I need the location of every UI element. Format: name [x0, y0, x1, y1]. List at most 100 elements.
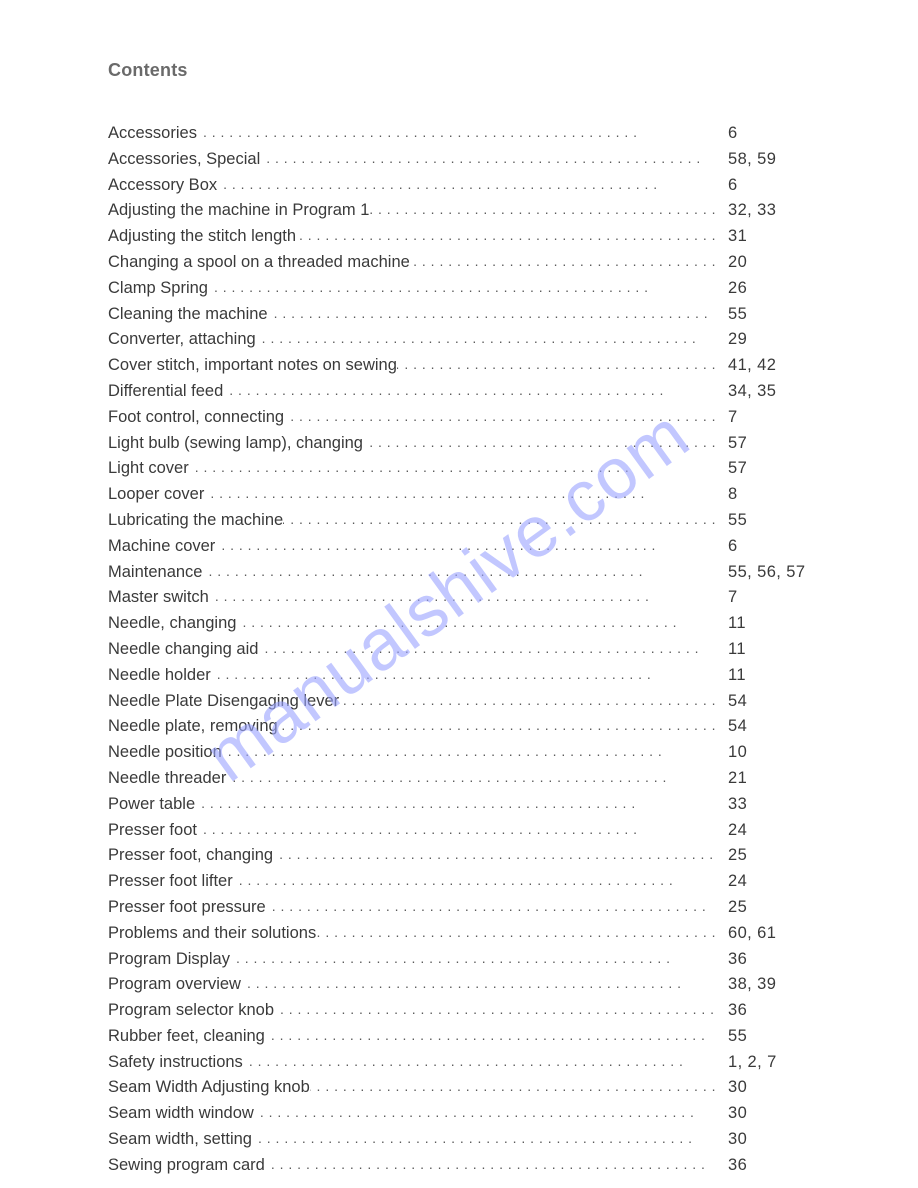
toc-leader-dots — [296, 223, 716, 249]
toc-row: Presser foot pressure25 — [108, 895, 808, 921]
toc-row: Converter, attaching29 — [108, 327, 808, 353]
toc-row: Seam Width Adjusting knob30 — [108, 1075, 808, 1101]
toc-entry-label: Adjusting the stitch length — [108, 224, 296, 250]
toc-row: Sewing program card36 — [108, 1153, 808, 1179]
toc-entry-page: 38, 39 — [716, 972, 808, 998]
toc-row: Power table33 — [108, 792, 808, 818]
toc-entry-label: Needle, changing — [108, 611, 236, 637]
toc-row: Needle holder11 — [108, 663, 808, 689]
toc-row: Needle threader21 — [108, 766, 808, 792]
toc-entry-page: 6 — [716, 173, 808, 199]
toc-leader-dots — [258, 636, 716, 662]
toc-entry-label: Clamp Spring — [108, 276, 208, 302]
toc-leader-dots — [254, 1100, 716, 1126]
toc-leader-dots — [236, 610, 716, 636]
contents-heading: Contents — [108, 60, 838, 81]
toc-entry-label: Presser foot, changing — [108, 843, 273, 869]
toc-entry-label: Program overview — [108, 972, 241, 998]
toc-entry-page: 30 — [716, 1075, 808, 1101]
toc-leader-dots — [278, 713, 716, 739]
toc-leader-dots — [241, 971, 716, 997]
toc-row: Program selector knob 36 — [108, 998, 808, 1024]
toc-entry-label: Adjusting the machine in Program 1 — [108, 198, 369, 224]
toc-entry-page: 10 — [716, 740, 808, 766]
toc-entry-label: Light cover — [108, 456, 189, 482]
toc-entry-page: 60, 61 — [716, 921, 808, 947]
toc-leader-dots — [243, 1049, 716, 1075]
toc-row: Needle position 10 — [108, 740, 808, 766]
toc-entry-label: Rubber feet, cleaning — [108, 1024, 265, 1050]
toc-entry-label: Seam width window — [108, 1101, 254, 1127]
toc-entry-page: 6 — [716, 534, 808, 560]
toc-leader-dots — [189, 455, 716, 481]
toc-row: Clamp Spring 26 — [108, 276, 808, 302]
toc-entry-page: 32, 33 — [716, 198, 808, 224]
toc-leader-dots — [369, 197, 716, 223]
toc-row: Changing a spool on a threaded machine20 — [108, 250, 808, 276]
toc-row: Seam width, setting30 — [108, 1127, 808, 1153]
toc-row: Program Display36 — [108, 947, 808, 973]
toc-row: Light cover 57 — [108, 456, 808, 482]
toc-entry-page: 58, 59 — [716, 147, 808, 173]
toc-leader-dots — [265, 1023, 716, 1049]
toc-leader-dots — [273, 842, 716, 868]
toc-entry-page: 55, 56, 57 — [716, 560, 808, 586]
toc-leader-dots — [274, 997, 716, 1023]
toc-entry-label: Sewing program card — [108, 1153, 265, 1179]
toc-entry-label: Presser foot pressure — [108, 895, 266, 921]
toc-entry-label: Program selector knob — [108, 998, 274, 1024]
toc-entry-label: Presser foot — [108, 818, 197, 844]
toc-row: Maintenance55, 56, 57 — [108, 560, 808, 586]
toc-row: Seam width window30 — [108, 1101, 808, 1127]
toc-leader-dots — [209, 584, 716, 610]
toc-entry-page: 33 — [716, 792, 808, 818]
toc-entry-label: Safety instructions — [108, 1050, 243, 1076]
toc-leader-dots — [339, 688, 716, 714]
toc-entry-label: Needle Plate Disengaging lever — [108, 689, 339, 715]
toc-entry-page: 11 — [716, 637, 808, 663]
toc-leader-dots — [197, 817, 716, 843]
toc-entry-page: 55 — [716, 302, 808, 328]
toc-leader-dots — [223, 378, 716, 404]
toc-entry-label: Accessory Box — [108, 173, 217, 199]
toc-row: Cover stitch, important notes on sewing4… — [108, 353, 808, 379]
toc-row: Accessory Box 6 — [108, 173, 808, 199]
toc-leader-dots — [226, 765, 716, 791]
toc-entry-label: Needle changing aid — [108, 637, 258, 663]
toc-entry-page: 7 — [716, 405, 808, 431]
toc-leader-dots — [363, 430, 716, 456]
toc-entry-page: 1, 2, 7 — [716, 1050, 808, 1076]
toc-leader-dots — [316, 920, 716, 946]
toc-leader-dots — [233, 868, 716, 894]
toc-entry-page: 57 — [716, 456, 808, 482]
toc-entry-page: 55 — [716, 508, 808, 534]
toc-entry-page: 6 — [716, 121, 808, 147]
toc-entry-page: 34, 35 — [716, 379, 808, 405]
toc-entry-page: 31 — [716, 224, 808, 250]
toc-row: Foot control, connecting7 — [108, 405, 808, 431]
toc-entry-label: Needle position — [108, 740, 222, 766]
toc-entry-label: Looper cover — [108, 482, 204, 508]
toc-entry-page: 26 — [716, 276, 808, 302]
toc-entry-page: 25 — [716, 843, 808, 869]
toc-entry-label: Cleaning the machine — [108, 302, 268, 328]
toc-row: Master switch 7 — [108, 585, 808, 611]
toc-leader-dots — [283, 507, 716, 533]
toc-entry-page: 7 — [716, 585, 808, 611]
toc-entry-label: Presser foot lifter — [108, 869, 233, 895]
toc-entry-label: Master switch — [108, 585, 209, 611]
toc-entry-label: Converter, attaching — [108, 327, 256, 353]
toc-entry-page: 30 — [716, 1127, 808, 1153]
toc-row: Lubricating the machine55 — [108, 508, 808, 534]
toc-leader-dots — [204, 481, 716, 507]
toc-entry-page: 54 — [716, 689, 808, 715]
toc-entry-page: 24 — [716, 869, 808, 895]
toc-entry-page: 36 — [716, 998, 808, 1024]
toc-row: Adjusting the machine in Program 1 32, 33 — [108, 198, 808, 224]
toc-entry-page: 20 — [716, 250, 808, 276]
toc-row: Needle changing aid 11 — [108, 637, 808, 663]
toc-entry-page: 41, 42 — [716, 353, 808, 379]
toc-row: Rubber feet, cleaning55 — [108, 1024, 808, 1050]
toc-entry-label: Accessories — [108, 121, 197, 147]
toc-leader-dots — [195, 791, 716, 817]
